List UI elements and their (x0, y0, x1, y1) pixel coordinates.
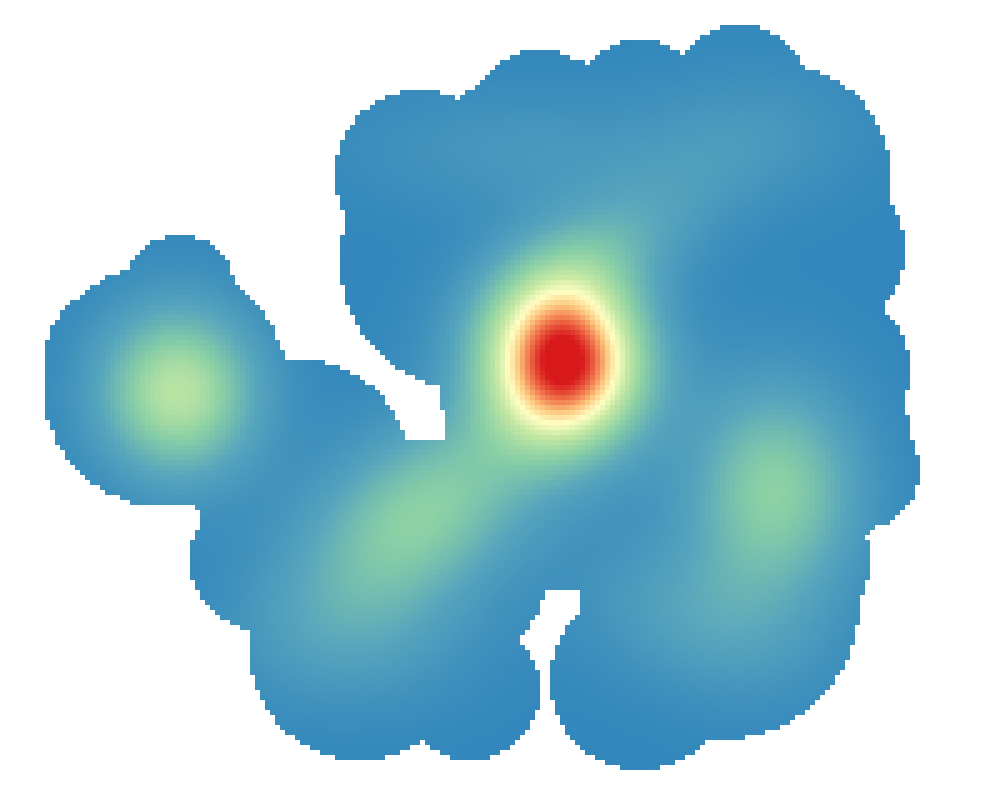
heatmap-map (0, 0, 985, 809)
density-raster (0, 0, 985, 809)
